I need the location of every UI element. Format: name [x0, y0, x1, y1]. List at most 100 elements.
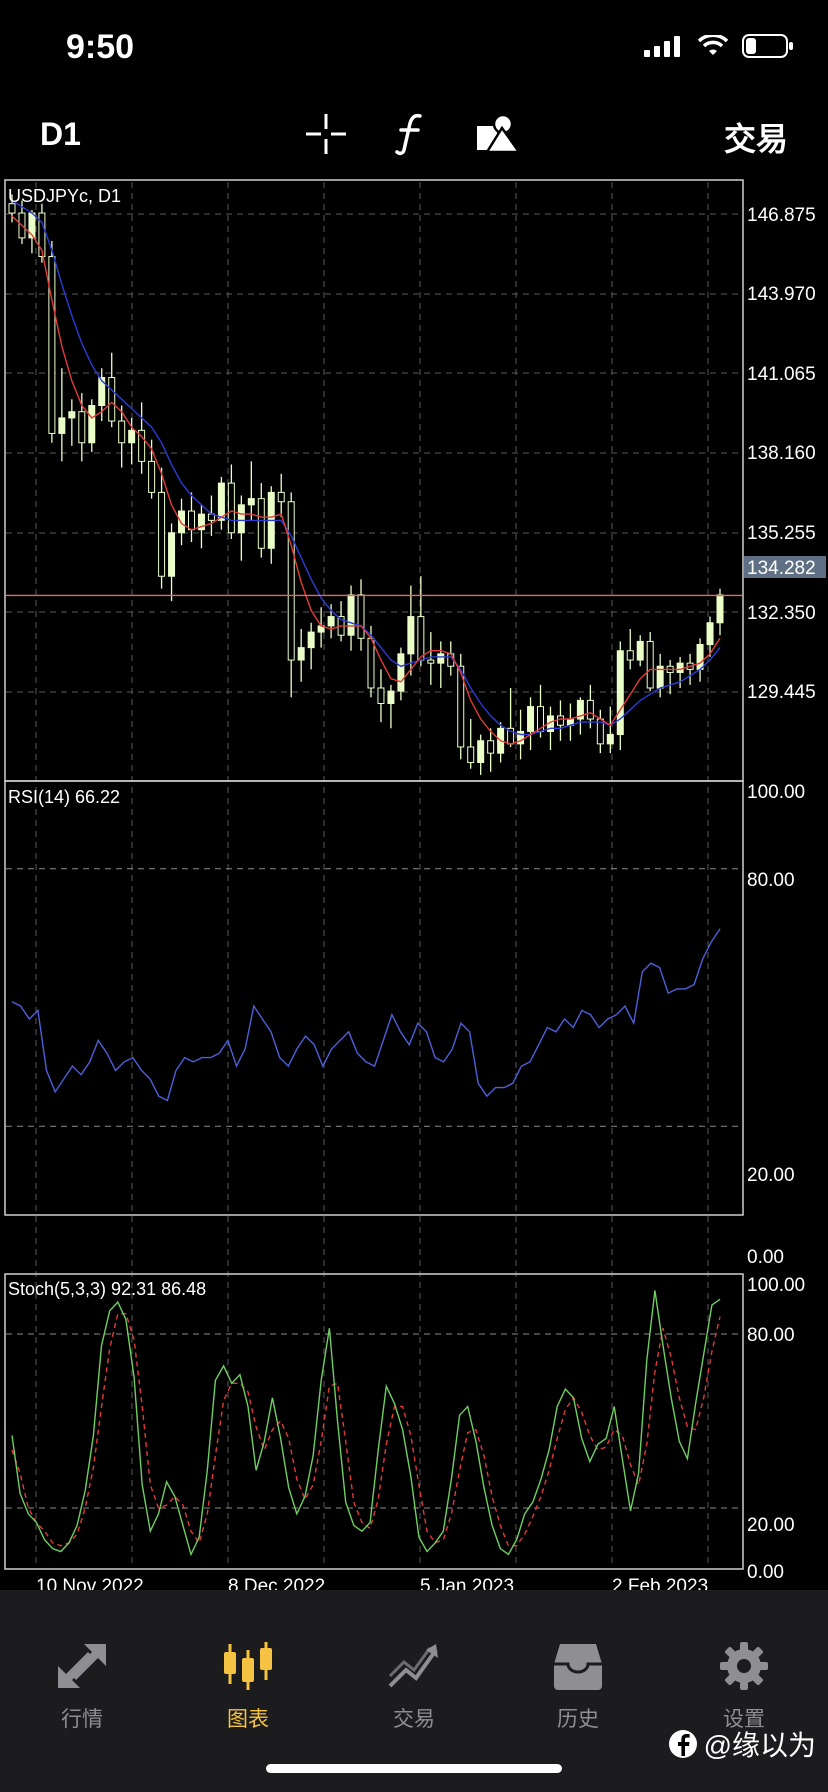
chart-area[interactable]: USDJPYc, D1 146.875 143.970 141.065 138.… — [0, 178, 828, 1598]
tab-trade[interactable]: 交易 — [354, 1640, 474, 1733]
candle-body — [517, 730, 525, 745]
indicators-function-icon[interactable] — [388, 110, 436, 158]
candle-body — [427, 659, 435, 664]
history-tray-icon — [554, 1644, 602, 1690]
candle-body — [118, 420, 126, 444]
settings-gear-icon — [720, 1642, 768, 1690]
tab-chart[interactable]: 图表 — [188, 1640, 308, 1733]
candle-body — [8, 203, 16, 214]
objects-shapes-icon[interactable] — [474, 110, 522, 158]
candle-body — [88, 405, 96, 444]
candle-body — [68, 411, 76, 419]
chart-candles-icon — [224, 1642, 272, 1690]
candle-body — [626, 650, 634, 661]
candle-body — [217, 482, 225, 521]
candle-body — [477, 740, 485, 763]
rsi-panel-border — [4, 780, 744, 1216]
candle-body — [417, 616, 425, 661]
rsi-tick: 80.00 — [747, 870, 795, 891]
stoch-panel-border — [4, 1273, 744, 1570]
bottom-tab-bar: 行情 图表 交易 历史 — [0, 1590, 828, 1792]
candle-body — [257, 498, 265, 549]
tab-label: 交易 — [393, 1708, 435, 1731]
rsi-label: RSI(14) 66.22 — [8, 787, 120, 807]
stoch-label: Stoch(5,3,3) 92.31 86.48 — [8, 1279, 206, 1299]
candle-body — [676, 662, 684, 673]
candle-body — [586, 699, 594, 720]
trade-trend-icon — [388, 1644, 438, 1688]
tab-label: 设置 — [723, 1708, 765, 1731]
facebook-icon — [668, 1730, 697, 1758]
battery-icon — [742, 34, 793, 58]
home-indicator — [266, 1764, 562, 1773]
tab-label: 行情 — [61, 1708, 103, 1731]
candle-body — [527, 706, 535, 732]
rsi-panel[interactable] — [11, 928, 721, 1102]
trade-button[interactable]: 交易 — [723, 121, 788, 157]
candle-body — [387, 690, 395, 704]
stoch-tick: 100.00 — [747, 1275, 805, 1296]
rsi-tick: 20.00 — [747, 1165, 795, 1186]
candle-body — [716, 594, 724, 624]
price-tick: 132.350 — [747, 603, 816, 624]
stoch-tick: 80.00 — [747, 1325, 795, 1346]
candle-body — [247, 498, 255, 506]
stoch-tick: 0.00 — [747, 1562, 784, 1583]
candle-body — [357, 594, 365, 639]
candle-body — [158, 491, 166, 577]
candle-body — [437, 653, 445, 664]
stoch-signal-line — [11, 1312, 721, 1547]
candle-body — [307, 631, 315, 649]
candle-body — [48, 256, 56, 434]
price-tick: 141.065 — [747, 364, 816, 385]
candle-body — [227, 482, 235, 534]
candle-body — [58, 417, 66, 434]
candle-body — [576, 699, 584, 720]
candle-body — [467, 746, 475, 763]
ma-slow-line — [11, 200, 721, 736]
candle-body — [287, 501, 295, 661]
candle-body — [38, 212, 46, 257]
candle-body — [407, 616, 415, 655]
chart-canvas[interactable]: USDJPYc, D1 146.875 143.970 141.065 138.… — [0, 178, 828, 1598]
candle-body — [696, 644, 704, 670]
candle-body — [397, 653, 405, 692]
status-time: 9:50 — [66, 28, 135, 66]
rsi-tick: 0.00 — [747, 1247, 784, 1268]
candle-body — [327, 616, 335, 627]
tab-quotes[interactable]: 行情 — [22, 1640, 142, 1733]
price-tick: 129.445 — [747, 682, 816, 703]
current-price-badge — [744, 556, 826, 578]
candle-body — [178, 510, 186, 534]
candle-body — [556, 715, 564, 726]
candle-body — [606, 734, 614, 745]
tab-settings[interactable]: 设置 — [684, 1640, 804, 1733]
candle-body — [347, 594, 355, 636]
watermark: @缘以为 — [668, 1724, 816, 1764]
stoch-panel[interactable] — [11, 1290, 721, 1557]
candle-body — [128, 429, 136, 444]
cellular-signal-icon — [644, 36, 680, 57]
tab-history[interactable]: 历史 — [518, 1640, 638, 1733]
candle-body — [646, 640, 654, 689]
candle-body — [138, 429, 146, 462]
quotes-arrows-icon — [58, 1644, 106, 1688]
candle-body — [636, 640, 644, 661]
candle-body — [98, 377, 106, 406]
candle-body — [297, 647, 305, 661]
price-tick: 138.160 — [747, 443, 816, 464]
crosshair-icon[interactable] — [302, 110, 350, 158]
status-bar: 9:50 — [0, 0, 828, 100]
tab-label: 历史 — [557, 1708, 599, 1731]
candle-body — [187, 510, 195, 531]
candle-body — [148, 460, 156, 493]
watermark-text: @缘以为 — [703, 1730, 816, 1761]
period-button[interactable]: D1 — [40, 116, 81, 152]
price-panel[interactable] — [6, 194, 742, 775]
candle-body — [108, 377, 116, 422]
candle-body — [616, 650, 624, 736]
candle-body — [277, 491, 285, 503]
candle-body — [457, 665, 465, 748]
stoch-main-line — [11, 1290, 721, 1557]
candle-body — [367, 637, 375, 689]
